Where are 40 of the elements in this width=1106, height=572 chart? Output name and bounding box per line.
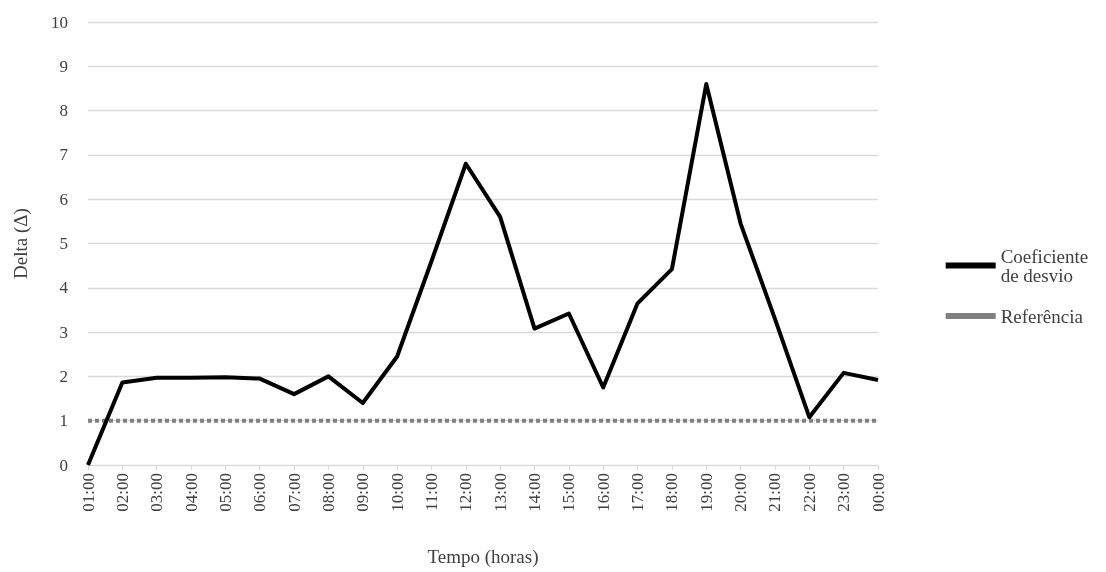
x-tick-label: 07:00 (284, 473, 304, 512)
y-tick-label: 0 (59, 455, 68, 475)
x-tick-label: 22:00 (799, 473, 819, 512)
y-tick-label: 4 (59, 278, 69, 298)
x-tick-label: 19:00 (696, 473, 716, 512)
x-tick-label: 12:00 (456, 473, 476, 512)
x-tick-label: 11:00 (421, 473, 441, 512)
y-tick-label: 2 (59, 366, 68, 386)
x-tick-label: 10:00 (387, 473, 407, 512)
x-tick-label: 04:00 (181, 473, 201, 512)
x-tick-label: 20:00 (731, 473, 751, 512)
x-tick-label: 23:00 (834, 473, 854, 512)
x-tick-label: 21:00 (765, 473, 785, 512)
x-tick-label: 02:00 (112, 473, 132, 512)
x-tick-label: 03:00 (147, 473, 167, 512)
legend-label: Coeficiente de desvio (1000, 245, 1094, 286)
x-tick-label: 06:00 (250, 473, 270, 512)
y-tick-label: 6 (59, 189, 68, 209)
y-tick-label: 3 (59, 322, 68, 342)
x-tick-label: 16:00 (593, 473, 613, 512)
x-axis-title: Tempo (horas) (427, 546, 539, 568)
y-tick-label: 9 (59, 56, 68, 76)
x-tick-label: 18:00 (662, 473, 682, 512)
y-tick-label: 1 (59, 411, 68, 431)
line-series (86, 82, 880, 467)
y-tick-label: 10 (51, 12, 68, 32)
legend-label: Referência (1000, 305, 1084, 327)
x-tick-label: 14:00 (525, 473, 545, 512)
y-axis-title: Delta (Δ) (10, 208, 32, 279)
x-tick-label: 17:00 (628, 473, 648, 512)
y-tick-label: 8 (59, 101, 68, 121)
y-tick-label: 5 (59, 234, 68, 253)
x-tick-label: 00:00 (868, 473, 888, 512)
x-tick-label: 13:00 (490, 473, 510, 512)
x-tick-label: 01:00 (78, 473, 98, 512)
x-tick-label: 09:00 (353, 473, 373, 512)
x-tick-label: 05:00 (215, 473, 235, 512)
x-tick-label: 08:00 (318, 473, 338, 512)
y-tick-label: 7 (59, 145, 69, 165)
x-tick-label: 15:00 (559, 473, 579, 512)
